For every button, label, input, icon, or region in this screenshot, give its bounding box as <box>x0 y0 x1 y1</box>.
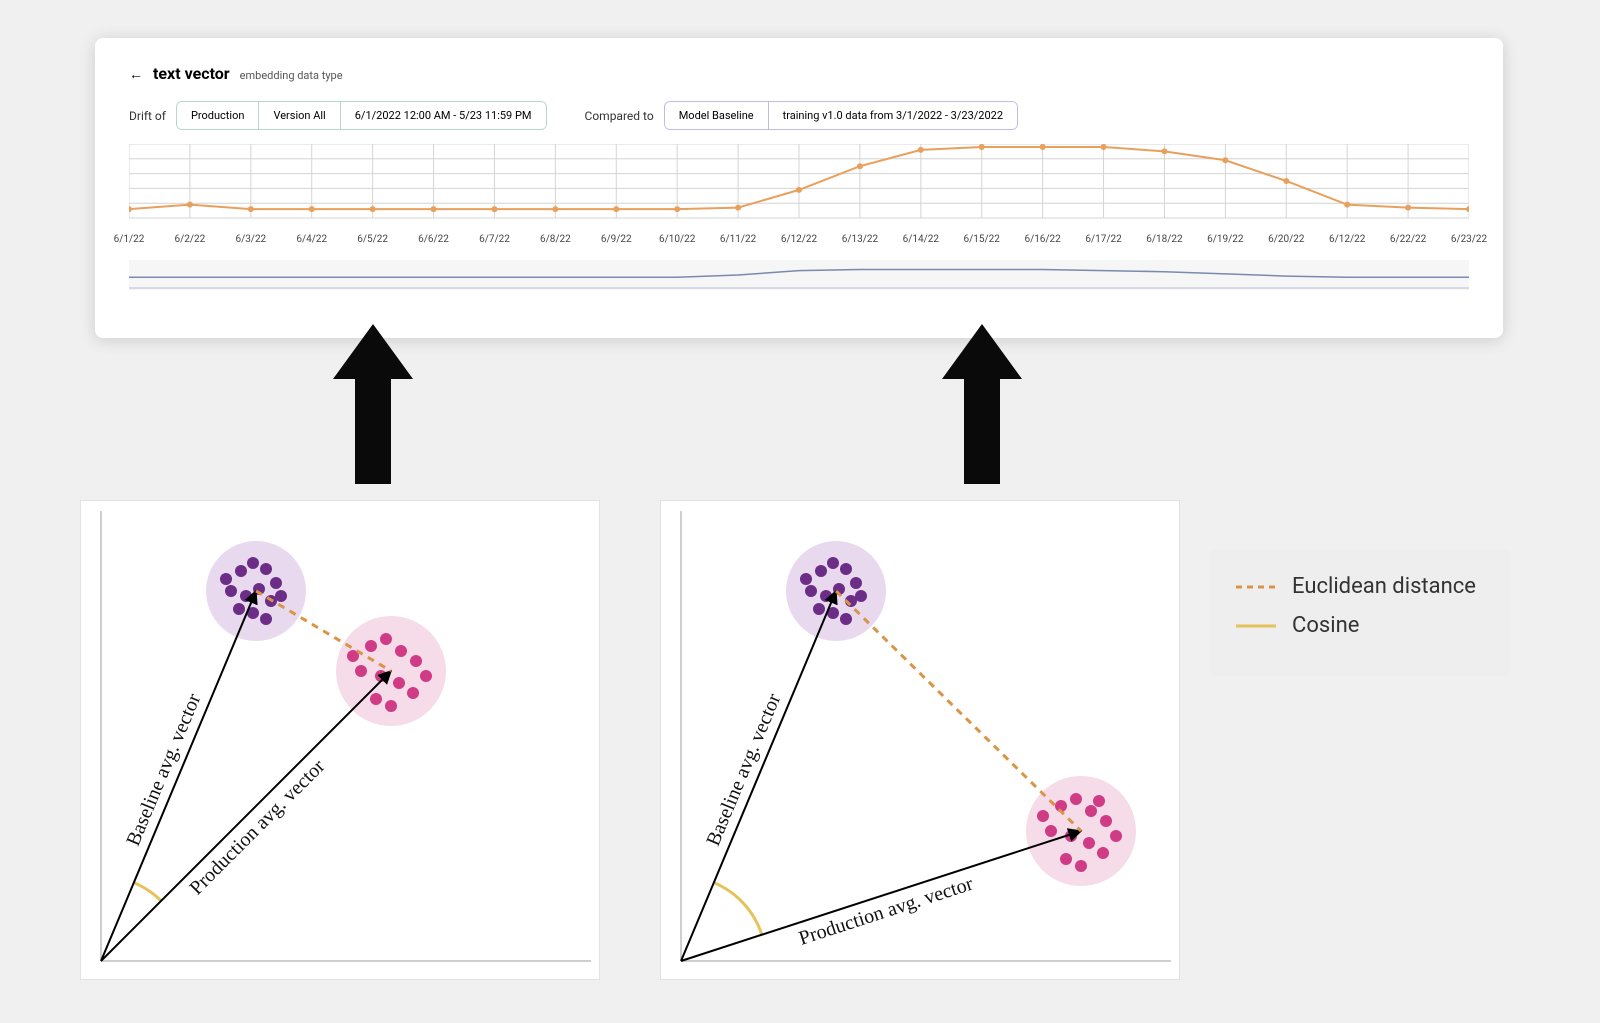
pill-daterange[interactable]: 6/1/2022 12:00 AM - 5/23 11:59 PM <box>341 102 546 129</box>
compared-to-label: Compared to <box>585 109 654 123</box>
legend-row-cosine: Cosine <box>1236 613 1484 638</box>
drift-mini-chart <box>129 260 1469 290</box>
baseline-pill-group: Model Baseline training v1.0 data from 3… <box>664 101 1018 130</box>
cosine-swatch-icon <box>1236 613 1276 629</box>
card-title: text vector <box>153 64 230 83</box>
back-arrow-icon[interactable]: ← <box>129 66 143 83</box>
euclid-swatch-icon <box>1236 574 1276 590</box>
svg-text:Baseline avg. vector: Baseline avg. vector <box>122 690 205 849</box>
pill-baseline[interactable]: Model Baseline <box>665 102 769 129</box>
svg-text:Baseline avg. vector: Baseline avg. vector <box>702 690 785 849</box>
pill-version[interactable]: Version All <box>259 102 340 129</box>
arrow-icon <box>333 324 413 484</box>
arrow-icon <box>942 324 1022 484</box>
legend-row-euclid: Euclidean distance <box>1236 574 1484 599</box>
legend-cosine-label: Cosine <box>1292 613 1359 638</box>
drift-chart-xaxis: 6/1/226/2/226/3/226/4/226/5/226/6/226/7/… <box>129 234 1469 250</box>
drift-of-label: Drift of <box>129 109 166 123</box>
drift-line-chart <box>129 144 1469 234</box>
card-header: ← text vector embedding data type <box>129 64 1469 83</box>
legend-euclid-label: Euclidean distance <box>1292 574 1476 599</box>
pill-production[interactable]: Production <box>177 102 259 129</box>
pill-baseline-range[interactable]: training v1.0 data from 3/1/2022 - 3/23/… <box>769 102 1017 129</box>
scatter-panel-right: Baseline avg. vectorProduction avg. vect… <box>660 500 1180 980</box>
filter-row: Drift of Production Version All 6/1/2022… <box>129 101 1469 130</box>
legend: Euclidean distance Cosine <box>1210 550 1510 676</box>
scatter-panel-left: Baseline avg. vectorProduction avg. vect… <box>80 500 600 980</box>
svg-text:Production avg. vector: Production avg. vector <box>185 755 329 899</box>
drift-dashboard-card: ← text vector embedding data type Drift … <box>95 38 1503 338</box>
svg-text:Production avg. vector: Production avg. vector <box>796 873 976 950</box>
drift-pill-group: Production Version All 6/1/2022 12:00 AM… <box>176 101 547 130</box>
card-subtitle: embedding data type <box>240 69 343 82</box>
